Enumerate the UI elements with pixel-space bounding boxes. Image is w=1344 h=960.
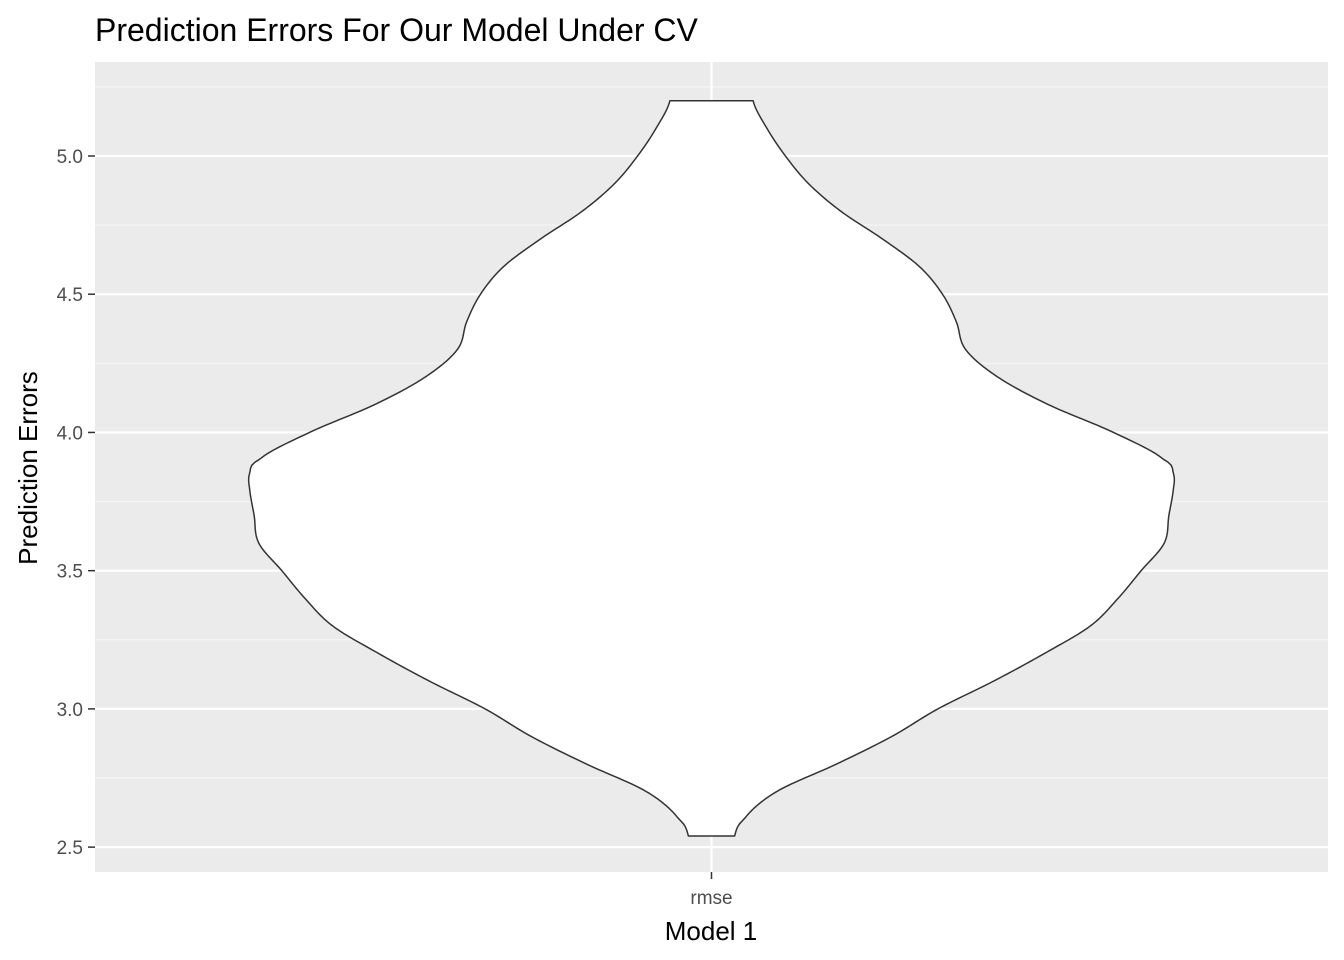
x-tick-label: rmse [690,888,732,909]
x-axis-title: Model 1 [665,916,758,946]
y-tick-label: 3.0 [57,700,83,721]
y-axis: 2.5 3.0 3.5 4.0 4.5 5.0 [57,147,95,859]
y-axis-title: Prediction Errors [13,371,43,565]
y-tick-label: 4.0 [57,423,83,444]
violin-layer [247,99,1176,837]
y-tick-label: 2.5 [57,838,83,859]
y-tick-label: 4.5 [57,285,83,306]
y-tick-label: 3.5 [57,562,83,583]
x-axis: rmse [690,872,733,909]
violin-rmse [247,99,1176,837]
y-tick-label: 5.0 [57,147,83,168]
chart-title: Prediction Errors For Our Model Under CV [95,12,699,48]
